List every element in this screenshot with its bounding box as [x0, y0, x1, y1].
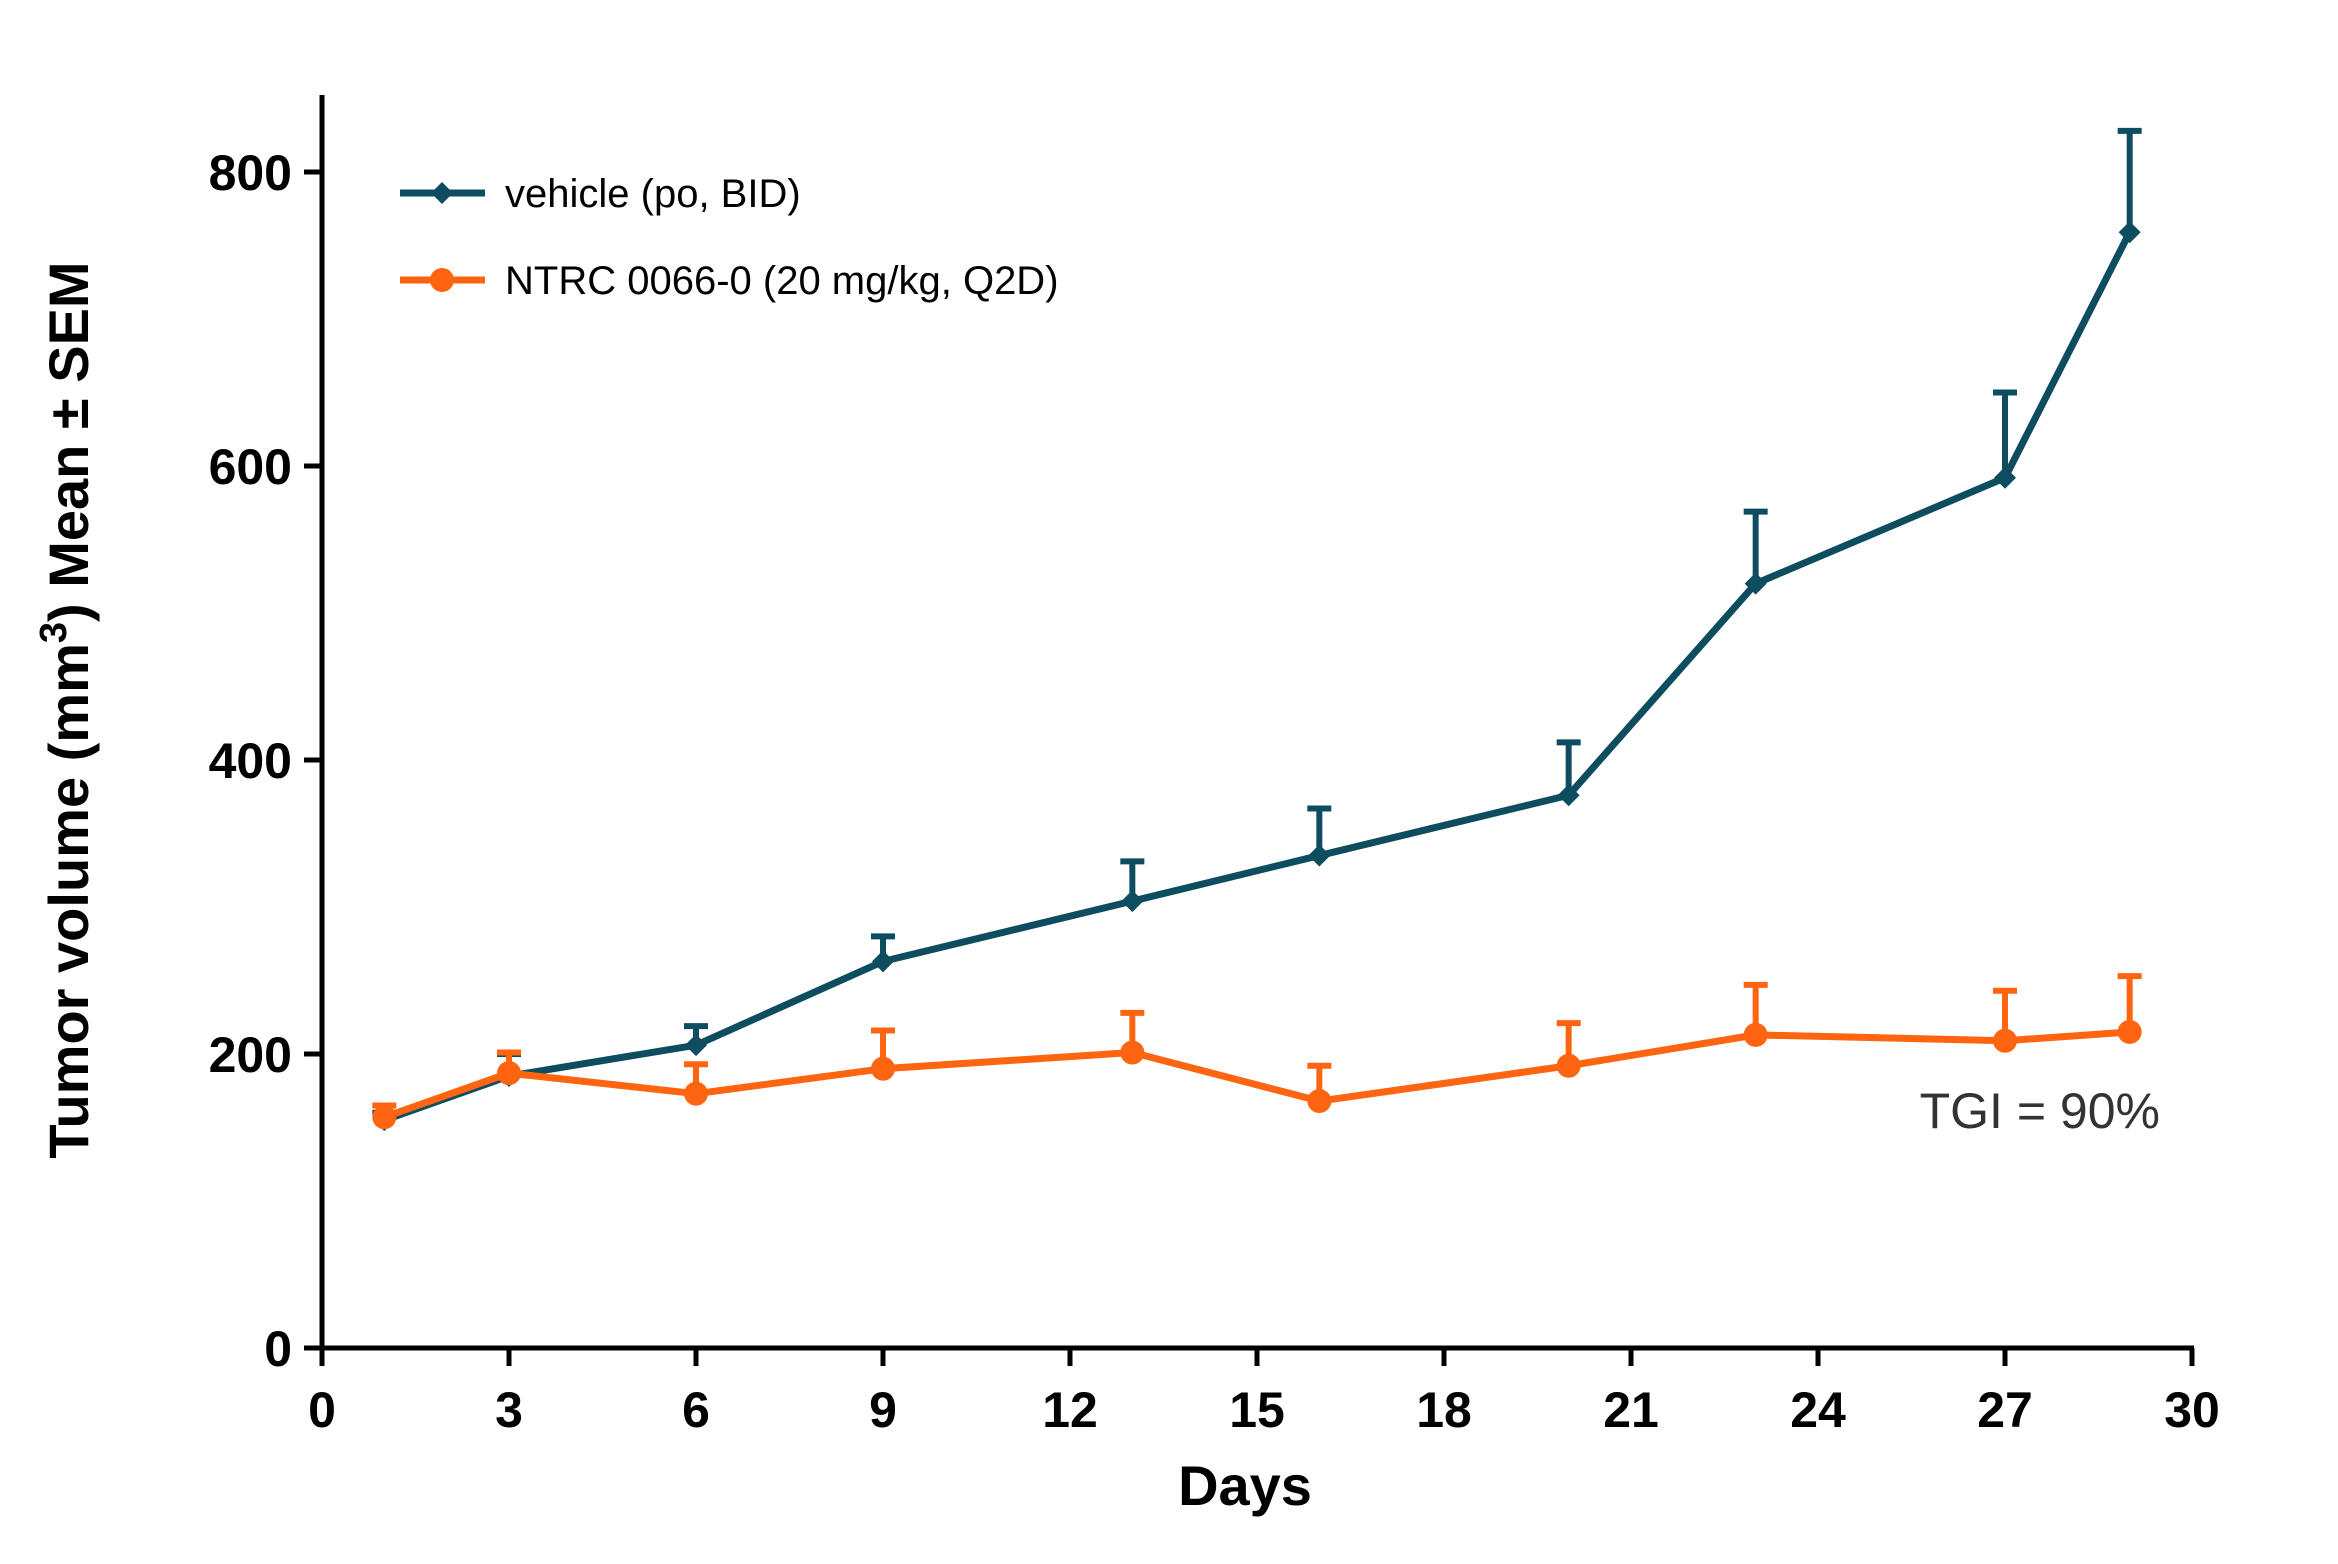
data-point — [1993, 1028, 2017, 1053]
y-axis-title-suffix: ) Mean ± SEM — [37, 261, 100, 622]
y-tick-label: 600 — [209, 439, 292, 495]
data-point — [2117, 1019, 2142, 1044]
data-point — [372, 1105, 397, 1130]
legend-label: NTRC 0066-0 (20 mg/kg, Q2D) — [505, 259, 1059, 303]
y-tick-label: 0 — [264, 1321, 292, 1377]
y-tick-label: 400 — [209, 733, 292, 789]
data-point — [872, 950, 894, 973]
y-axis-title: Tumor volume (mm3) Mean ± SEM — [33, 261, 100, 1158]
data-point — [1994, 466, 2016, 489]
x-tick-label: 30 — [2164, 1382, 2220, 1438]
x-tick-label: 3 — [495, 1382, 523, 1438]
y-axis-title-sup: 3 — [33, 622, 75, 643]
x-tick-label: 24 — [1790, 1382, 1846, 1438]
data-point — [1743, 1022, 1768, 1047]
data-point — [1557, 784, 1580, 807]
x-tick-label: 12 — [1042, 1382, 1098, 1438]
data-point — [1120, 1040, 1145, 1065]
data-point — [1121, 890, 1144, 913]
data-point — [1744, 572, 1767, 595]
x-tick-label: 27 — [1977, 1382, 2033, 1438]
legend-marker — [430, 268, 454, 292]
data-point — [2118, 221, 2141, 244]
x-axis-title: Days — [1178, 1454, 1312, 1517]
y-tick-label: 200 — [209, 1027, 292, 1083]
y-axis-title-prefix: Tumor volume (mm — [37, 643, 100, 1158]
legend: vehicle (po, BID) NTRC 0066-0 (20 mg/kg, … — [400, 172, 1059, 303]
x-tick-label: 9 — [869, 1382, 897, 1438]
data-point — [1556, 1053, 1581, 1078]
data-point — [684, 1081, 708, 1106]
tgi-annotation: TGI = 90% — [1920, 1083, 2160, 1139]
x-tick-label: 6 — [682, 1382, 710, 1438]
series-line — [383, 1028, 2130, 1121]
series-line — [383, 230, 2133, 1124]
data-point — [871, 1056, 895, 1081]
y-tick-label: 800 — [209, 145, 292, 201]
data-point — [685, 1034, 707, 1057]
x-tick-label: 0 — [308, 1382, 336, 1438]
data-point — [1308, 844, 1331, 867]
series-1 — [372, 973, 2142, 1130]
x-tick-label: 21 — [1603, 1382, 1659, 1438]
data-point — [1307, 1089, 1332, 1114]
data-point — [497, 1061, 521, 1086]
x-tick-label: 18 — [1416, 1382, 1472, 1438]
legend-label: vehicle (po, BID) — [505, 172, 801, 216]
legend-marker — [431, 182, 453, 204]
x-tick-label: 15 — [1229, 1382, 1285, 1438]
axes: 0 3 6 9 12 15 18 21 24 27 30 0 200 400 600 800 — [209, 95, 2220, 1438]
series-layer — [372, 127, 2142, 1132]
